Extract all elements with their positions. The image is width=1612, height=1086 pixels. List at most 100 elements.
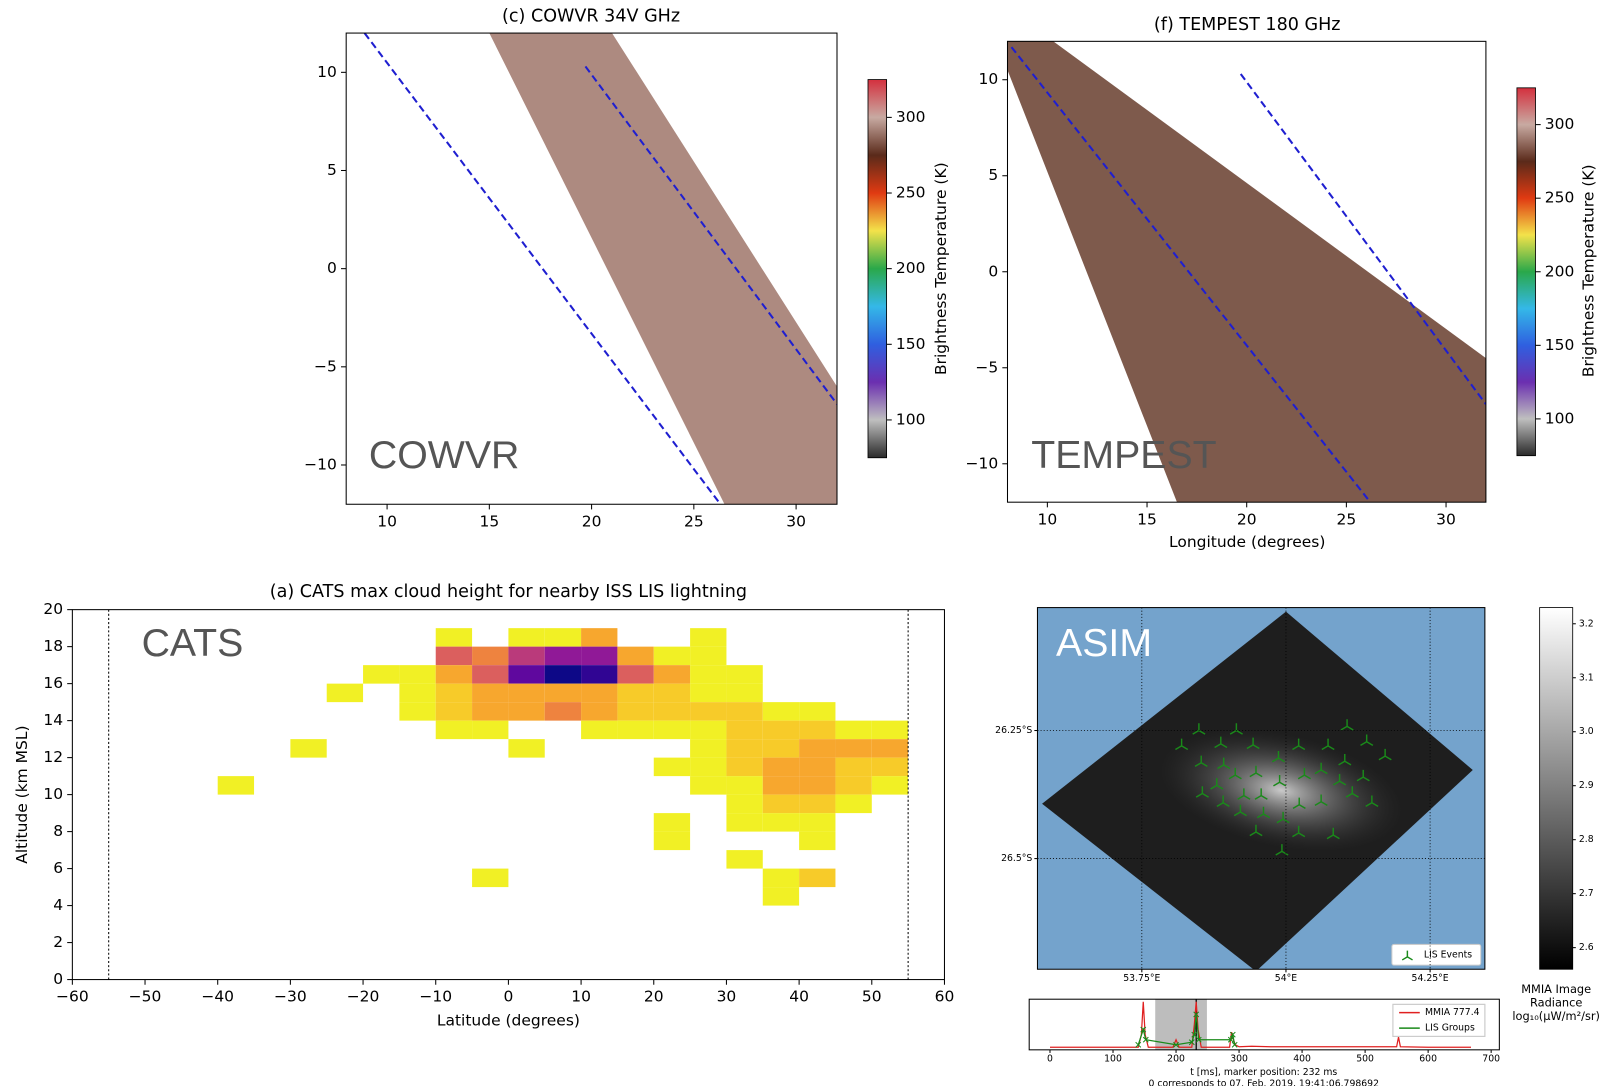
- heat-cell: [835, 758, 871, 776]
- y-tick-label: −5: [975, 358, 998, 376]
- x-tick-label: −50: [129, 988, 162, 1006]
- heat-cell: [436, 647, 472, 665]
- heat-cell: [617, 684, 653, 702]
- colorbar-tick-label: 2.6: [1579, 942, 1594, 953]
- colorbar-tick-label: 100: [1545, 409, 1575, 427]
- x-tick-label: 30: [1436, 510, 1456, 528]
- x-tick-label: −40: [201, 988, 234, 1006]
- heat-cell: [363, 665, 399, 683]
- heat-cell: [799, 832, 835, 850]
- heat-cell: [726, 684, 762, 702]
- y-tick-label: 26.5°S: [1001, 853, 1032, 864]
- x-axis-label: Latitude (degrees): [437, 1011, 580, 1029]
- legend-label: LIS Groups: [1425, 1023, 1475, 1034]
- y-tick-label: 10: [43, 785, 63, 803]
- heat-cell: [654, 758, 690, 776]
- y-tick-label: 5: [327, 161, 337, 179]
- heat-cell: [290, 739, 326, 757]
- heat-cell: [763, 758, 799, 776]
- heat-cell: [763, 869, 799, 887]
- heat-cell: [799, 795, 835, 813]
- y-tick-label: −10: [966, 454, 999, 472]
- x-axis-label: t [ms], marker position: 232 ms: [1190, 1067, 1337, 1078]
- heat-cell: [545, 628, 581, 646]
- y-axis-label: Altitude (km MSL): [13, 725, 31, 863]
- heat-cell: [508, 628, 544, 646]
- y-tick-label: 26.25°S: [995, 725, 1032, 736]
- swath: [489, 33, 837, 504]
- heat-cell: [617, 647, 653, 665]
- heat-cell: [472, 702, 508, 720]
- colorbar-tick-label: 200: [1545, 262, 1575, 280]
- heat-cell: [726, 758, 762, 776]
- y-tick-label: 8: [53, 822, 63, 840]
- panel-annotation: CATS: [142, 621, 244, 665]
- y-tick-label: 0: [327, 259, 337, 277]
- heat-cell: [654, 647, 690, 665]
- colorbar: [868, 80, 887, 458]
- heat-cell: [436, 721, 472, 739]
- x-tick-label: 20: [582, 512, 602, 530]
- heat-cell: [799, 813, 835, 831]
- heat-cell: [472, 665, 508, 683]
- x-tick-label: 25: [684, 512, 704, 530]
- heat-cell: [799, 776, 835, 794]
- heat-cell: [399, 702, 435, 720]
- x-tick-label: 700: [1482, 1054, 1500, 1065]
- panel-annotation: ASIM: [1056, 621, 1152, 665]
- heat-cell: [799, 739, 835, 757]
- x-tick-label: −30: [274, 988, 307, 1006]
- heat-cell: [654, 702, 690, 720]
- y-tick-label: 0: [53, 970, 63, 988]
- heat-cell: [545, 702, 581, 720]
- heat-cell: [726, 739, 762, 757]
- heat-cell: [872, 758, 908, 776]
- y-tick-label: −10: [304, 455, 337, 473]
- x-tick-label: 10: [377, 512, 397, 530]
- heat-cell: [763, 813, 799, 831]
- heat-cell: [545, 647, 581, 665]
- heat-cell: [690, 702, 726, 720]
- heat-cell: [763, 702, 799, 720]
- heat-cell: [508, 647, 544, 665]
- heat-cell: [545, 684, 581, 702]
- y-tick-label: 10: [978, 70, 998, 88]
- x-tick-label: 54.25°E: [1412, 973, 1449, 984]
- heat-cell: [835, 739, 871, 757]
- heat-cell: [617, 665, 653, 683]
- heat-cell: [835, 776, 871, 794]
- heat-cell: [617, 721, 653, 739]
- heat-cell: [581, 665, 617, 683]
- x-tick-label: 53.75°E: [1123, 973, 1160, 984]
- figure: 1015202530−10−50510(c) COWVR 34V GHzCOWV…: [0, 0, 1612, 1086]
- heat-cell: [763, 776, 799, 794]
- heat-cell: [508, 665, 544, 683]
- x-tick-label: −60: [56, 988, 89, 1006]
- heat-cell: [799, 758, 835, 776]
- colorbar-label: Brightness Temperature (K): [1580, 164, 1598, 377]
- heat-cell: [799, 702, 835, 720]
- colorbar-tick-label: 200: [896, 259, 926, 277]
- heat-cell: [763, 739, 799, 757]
- x-tick-label: 0: [1047, 1054, 1053, 1065]
- heat-cell: [436, 684, 472, 702]
- x-tick-label: 25: [1337, 510, 1357, 528]
- colorbar-tick-label: 2.9: [1579, 780, 1594, 791]
- x-tick-label: 15: [479, 512, 499, 530]
- colorbar-label: Radiance: [1530, 995, 1582, 1009]
- heat-cell: [545, 665, 581, 683]
- legend-label: LIS Events: [1424, 949, 1472, 960]
- heat-cell: [218, 776, 254, 794]
- heat-cell: [726, 850, 762, 868]
- y-tick-label: 12: [43, 748, 63, 766]
- chart-title: (a) CATS max cloud height for nearby ISS…: [270, 582, 747, 602]
- heat-cell: [872, 776, 908, 794]
- x-tick-label: 300: [1230, 1054, 1248, 1065]
- x-tick-label: 600: [1419, 1054, 1437, 1065]
- heat-cell: [763, 721, 799, 739]
- heat-cell: [581, 684, 617, 702]
- heat-cell: [399, 684, 435, 702]
- heat-cell: [726, 776, 762, 794]
- heat-cell: [617, 702, 653, 720]
- heat-cell: [581, 721, 617, 739]
